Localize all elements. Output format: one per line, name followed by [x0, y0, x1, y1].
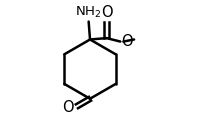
Text: O: O	[62, 100, 74, 115]
Text: O: O	[101, 5, 112, 20]
Text: NH$_2$: NH$_2$	[75, 4, 102, 19]
Text: O: O	[121, 34, 133, 49]
